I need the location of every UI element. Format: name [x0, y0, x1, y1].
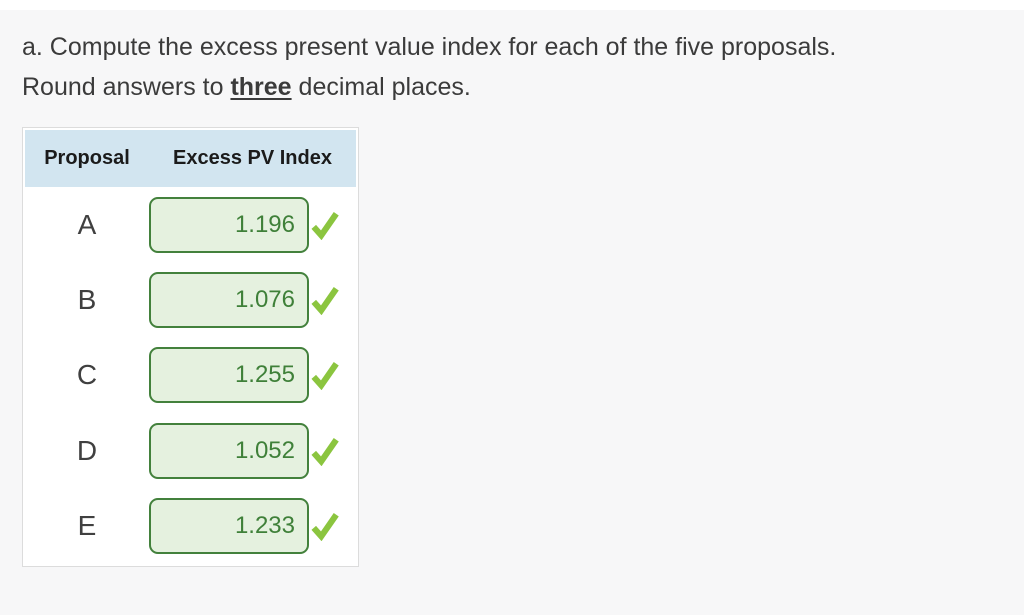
question-line2-prefix: Round answers to	[22, 73, 231, 101]
column-header-proposal: Proposal	[44, 147, 130, 169]
question-text: a. Compute the excess present value inde…	[22, 27, 982, 107]
proposal-label: A	[77, 208, 97, 240]
correct-checkmark-icon	[311, 211, 339, 240]
table-row: A	[25, 187, 356, 262]
answer-cell	[149, 498, 356, 555]
answer-table: Proposal Excess PV Index A B C	[22, 127, 359, 567]
column-header-excess-pv-index: Excess PV Index	[173, 147, 332, 169]
answer-cell	[149, 347, 356, 404]
excess-pv-index-input[interactable]	[149, 498, 309, 555]
table-body: A B C D	[25, 187, 356, 564]
excess-pv-index-input[interactable]	[149, 196, 309, 253]
correct-checkmark-icon	[311, 513, 339, 542]
excess-pv-index-input[interactable]	[149, 422, 309, 479]
table-row: E	[25, 489, 356, 564]
proposal-label: C	[76, 359, 98, 391]
answer-cell	[149, 196, 356, 253]
table-row: C	[25, 338, 356, 413]
table-header-row: Proposal Excess PV Index	[25, 130, 356, 187]
correct-checkmark-icon	[311, 362, 339, 391]
excess-pv-index-input[interactable]	[149, 347, 309, 404]
answer-cell	[149, 422, 356, 479]
question-line2-suffix: decimal places.	[291, 73, 471, 101]
question-area: a. Compute the excess present value inde…	[0, 10, 1024, 567]
question-emphasis: three	[230, 73, 292, 101]
table-row: D	[25, 413, 356, 488]
correct-checkmark-icon	[311, 287, 339, 316]
excess-pv-index-input[interactable]	[149, 272, 309, 329]
proposal-label: D	[76, 434, 98, 466]
proposal-label: B	[77, 284, 97, 316]
top-white-strip	[0, 0, 1024, 10]
table-row: B	[25, 262, 356, 337]
proposal-label: E	[77, 510, 97, 542]
question-line1: a. Compute the excess present value inde…	[22, 33, 837, 61]
correct-checkmark-icon	[311, 437, 339, 466]
answer-cell	[149, 272, 356, 329]
